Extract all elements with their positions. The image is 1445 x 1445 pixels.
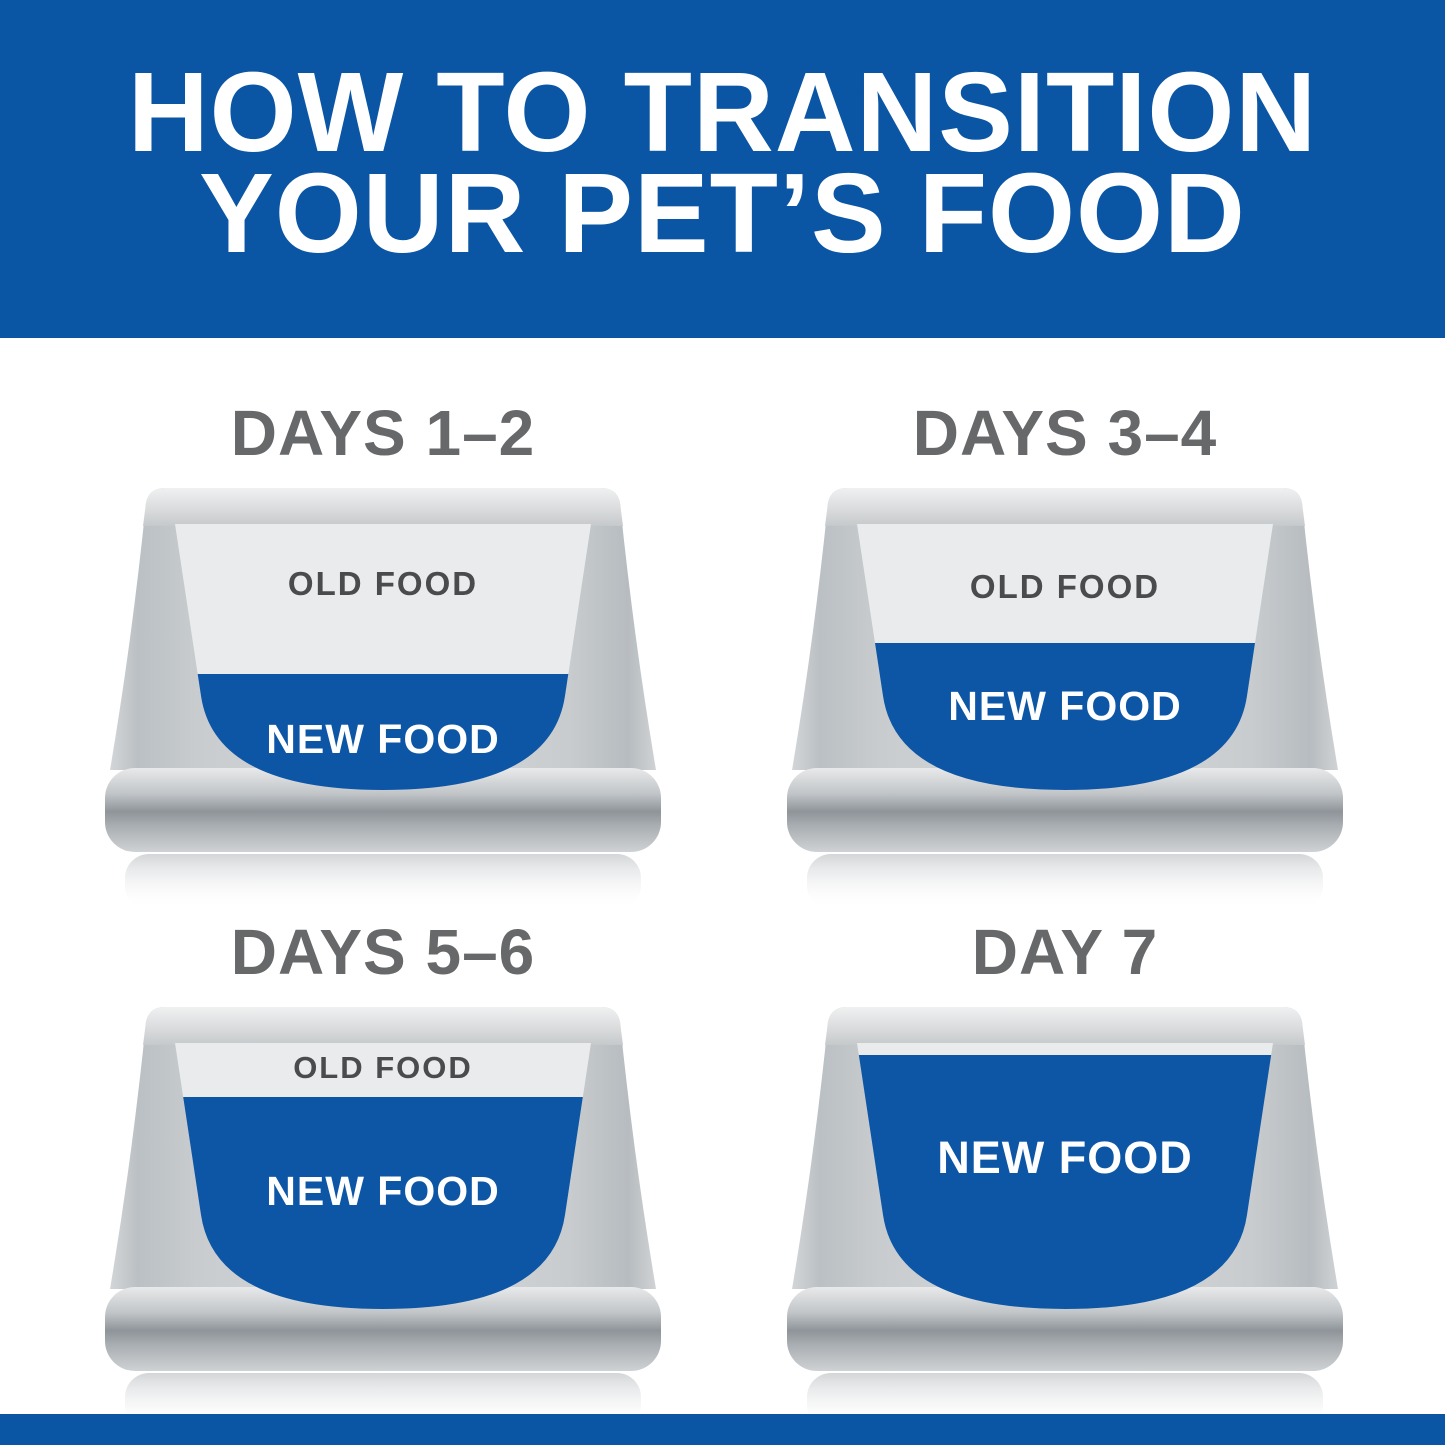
- container-top-face: [825, 488, 1305, 526]
- panel-title: DAY 7: [971, 916, 1159, 988]
- container-base: [105, 1287, 661, 1371]
- container-base: [105, 768, 661, 852]
- old-food-label: OLD FOOD: [970, 568, 1160, 605]
- food-container-illustration: NEW FOOD: [785, 1007, 1345, 1429]
- old-food-label: OLD FOOD: [293, 1050, 473, 1085]
- panel-title: DAYS 1–2: [230, 397, 536, 469]
- page-title-line2: YOUR PET’S FOOD: [199, 150, 1246, 276]
- new-food-fill: [857, 1055, 1273, 1309]
- food-container-illustration: OLD FOOD NEW FOOD: [103, 488, 663, 910]
- panel-days-1-2: DAYS 1–2 OLD FOOD NEW FOOD: [73, 398, 693, 910]
- panel-days-5-6: DAYS 5–6 OLD FOOD NEW FOOD: [73, 917, 693, 1429]
- food-container-days-1-2: OLD FOOD NEW FOOD: [105, 488, 661, 910]
- container-top-face: [143, 488, 623, 526]
- container-reflection: [807, 854, 1323, 910]
- footer-band: [0, 1414, 1445, 1445]
- container-base: [787, 1287, 1343, 1371]
- header-band: HOW TO TRANSITION YOUR PET’S FOOD: [0, 0, 1445, 338]
- panel-day-7: DAY 7 NEW FOOD: [755, 917, 1375, 1429]
- container-top-face: [143, 1007, 623, 1045]
- food-container-illustration: OLD FOOD NEW FOOD: [785, 488, 1345, 910]
- panel-days-3-4: DAYS 3–4 OLD FOOD NEW FOOD: [755, 398, 1375, 910]
- panel-title: DAYS 5–6: [230, 916, 536, 988]
- new-food-label: NEW FOOD: [266, 716, 499, 762]
- food-container-day-7: NEW FOOD: [787, 1007, 1343, 1429]
- container-top-face: [825, 1007, 1305, 1045]
- new-food-fill: [175, 1097, 591, 1309]
- old-food-label: OLD FOOD: [288, 565, 478, 602]
- panel-title: DAYS 3–4: [912, 397, 1218, 469]
- page-title: HOW TO TRANSITION YOUR PET’S FOOD: [7, 49, 1438, 276]
- new-food-label: NEW FOOD: [937, 1132, 1192, 1183]
- new-food-label: NEW FOOD: [266, 1168, 499, 1214]
- container-base: [787, 768, 1343, 852]
- food-container-illustration: OLD FOOD NEW FOOD: [103, 1007, 663, 1429]
- food-container-days-5-6: OLD FOOD NEW FOOD: [105, 1007, 661, 1429]
- food-container-days-3-4: OLD FOOD NEW FOOD: [787, 488, 1343, 910]
- page-title-line1: HOW TO TRANSITION: [127, 49, 1318, 175]
- new-food-label: NEW FOOD: [948, 683, 1181, 729]
- container-reflection: [125, 854, 641, 910]
